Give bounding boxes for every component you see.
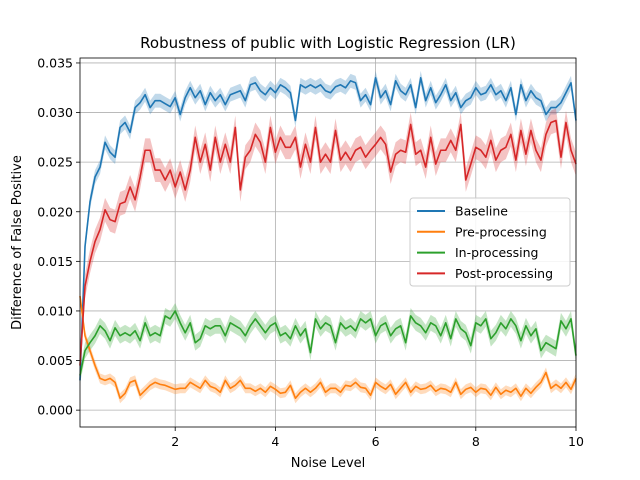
post-processing-legend-label: Post-processing (455, 266, 553, 281)
chart-title: Robustness of public with Logistic Regre… (140, 34, 516, 52)
y-tick-label: 0.010 (37, 303, 73, 318)
legend-box (409, 197, 571, 287)
in-processing-line (79, 310, 577, 376)
legend: Baseline Pre-processing In-processing Post-… (409, 197, 571, 287)
x-tick-label: 10 (568, 434, 584, 449)
y-axis-ticks: 0.000 0.005 0.010 0.015 0.020 0.025 0.030 0.035 (37, 55, 80, 418)
y-tick-label: 0.015 (37, 254, 73, 269)
in-processing-legend-label: In-processing (455, 245, 538, 260)
post-processing-band (80, 108, 576, 378)
x-tick-label: 4 (271, 434, 279, 449)
confidence-bands (80, 70, 576, 404)
post-processing-line (79, 119, 577, 366)
y-tick-label: 0.020 (37, 204, 73, 219)
series-lines (79, 77, 577, 400)
y-tick-label: 0.030 (37, 105, 73, 120)
baseline-line (79, 77, 577, 381)
pre-processing-band (80, 291, 576, 404)
plot-frame (79, 57, 577, 428)
y-tick-label: 0.025 (37, 155, 73, 170)
x-axis-ticks: 2 4 6 8 10 (171, 427, 584, 449)
pre-processing-legend-label: Pre-processing (455, 224, 547, 239)
y-axis-label: Difference of False Positive (10, 155, 25, 330)
x-tick-label: 8 (472, 434, 480, 449)
y-tick-label: 0.005 (37, 353, 73, 368)
pre-processing-line (79, 295, 577, 400)
x-tick-label: 6 (372, 434, 380, 449)
in-processing-band (80, 303, 576, 384)
x-axis-label: Noise Level (291, 456, 366, 471)
y-tick-label: 0.035 (37, 55, 73, 70)
y-tick-label: 0.000 (37, 403, 73, 418)
x-tick-label: 2 (171, 434, 179, 449)
baseline-legend-label: Baseline (455, 204, 508, 219)
baseline-band (80, 70, 576, 388)
